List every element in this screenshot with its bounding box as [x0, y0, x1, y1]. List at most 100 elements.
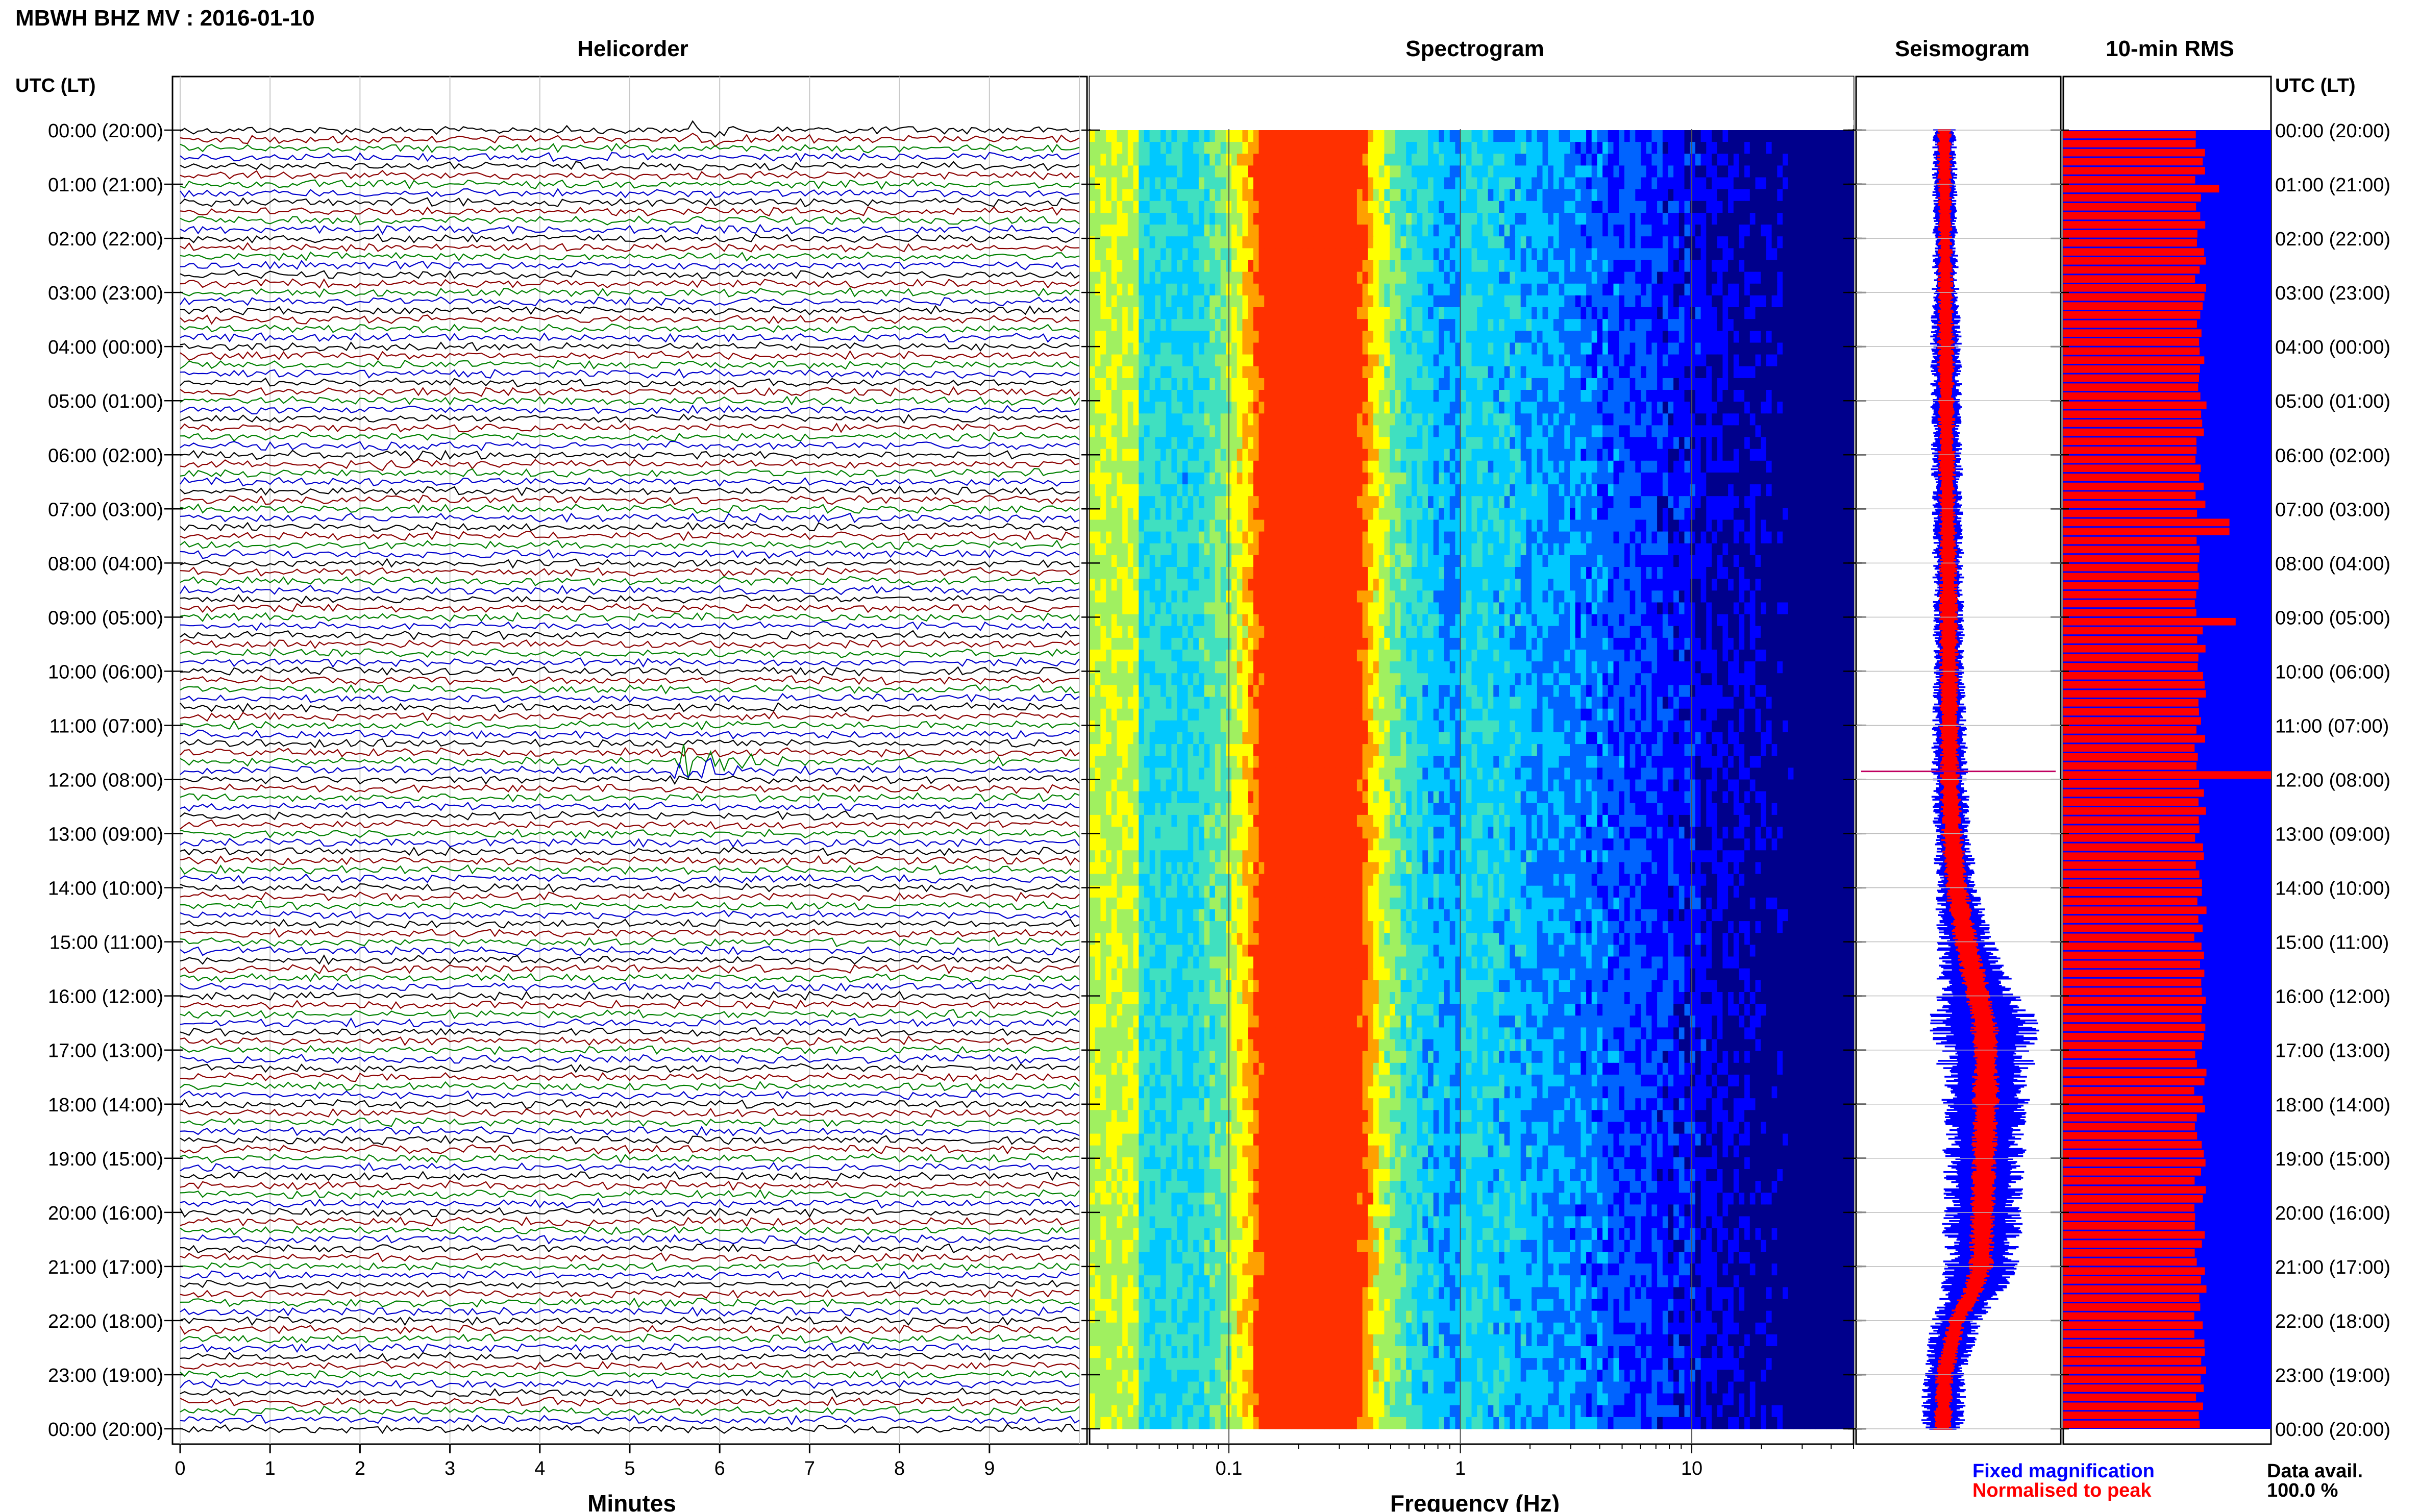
spectrogram-cell [1499, 236, 1505, 249]
spectrogram-cell [1695, 519, 1701, 532]
spectrogram-cell [1537, 142, 1543, 154]
spectrogram-cell [1766, 201, 1772, 213]
helicorder-trace [180, 1161, 1080, 1172]
spectrogram-cell [1499, 225, 1505, 237]
spectrogram-cell [1439, 177, 1445, 190]
spectrogram-cell [1826, 390, 1832, 402]
spectrogram-cell [1641, 283, 1647, 296]
spectrogram-cell [1346, 319, 1352, 332]
spectrogram-cell [1368, 177, 1374, 190]
spectrogram-cell [1362, 248, 1369, 261]
spectrogram-cell [1417, 342, 1423, 355]
spectrogram-cell [1749, 378, 1756, 390]
spectrogram-cell [1297, 248, 1303, 261]
spectrogram-cell [1411, 307, 1418, 319]
spectrogram-cell [1630, 142, 1636, 154]
spectrogram-cell [1559, 413, 1565, 426]
spectrogram-cell [1275, 283, 1281, 296]
spectrogram-cell [1378, 413, 1385, 426]
spectrogram-cell [1411, 473, 1418, 485]
spectrogram-cell [1215, 130, 1221, 142]
spectrogram-cell [1499, 354, 1505, 367]
spectrogram-cell [1793, 402, 1799, 414]
spectrogram-cell [1335, 319, 1341, 332]
spectrogram-cell [1722, 201, 1729, 213]
spectrogram-cell [1646, 307, 1652, 319]
spectrogram-cell [1258, 342, 1265, 355]
spectrogram-cell [1237, 319, 1243, 332]
spectrogram-cell [1810, 413, 1816, 426]
spectrogram-cell [1264, 213, 1270, 225]
spectrogram-cell [1570, 484, 1576, 497]
spectrogram-cell [1297, 402, 1303, 414]
spectrogram-cell [1319, 260, 1325, 272]
spectrogram-cell [1127, 531, 1134, 544]
spectrogram-cell [1313, 154, 1319, 166]
spectrogram-cell [1799, 130, 1805, 142]
helicorder-trace [180, 783, 1080, 794]
spectrogram-cell [1646, 496, 1652, 509]
spectrogram-cell [1324, 201, 1330, 213]
helicorder-trace [180, 603, 1080, 613]
spectrogram-cell [1679, 354, 1685, 367]
spectrogram-cell [1193, 295, 1199, 308]
spectrogram-cell [1679, 236, 1685, 249]
spectrogram-cell [1613, 154, 1619, 166]
spectrogram-cell [1242, 484, 1248, 497]
spectrogram-cell [1657, 307, 1663, 319]
spectrogram-cell [1624, 225, 1631, 237]
spectrogram-cell [1591, 473, 1598, 485]
spectrogram-cell [1428, 130, 1434, 142]
spectrogram-cell [1493, 154, 1499, 166]
spectrogram-cell [1133, 154, 1139, 166]
spectrogram-cell [1400, 437, 1406, 450]
spectrogram-cell [1444, 437, 1450, 450]
spectrogram-cell [1280, 248, 1287, 261]
spectrogram-cell [1739, 271, 1745, 284]
spectrogram-cell [1171, 342, 1177, 355]
spectrogram-cell [1526, 460, 1532, 473]
spectrogram-cell [1302, 402, 1309, 414]
spectrogram-cell [1662, 508, 1669, 520]
spectrogram-cell [1733, 142, 1740, 154]
spectrogram-cell [1444, 413, 1450, 426]
spectrogram-cell [1635, 449, 1641, 461]
spectrogram-cell [1139, 225, 1145, 237]
spectrogram-cell [1307, 354, 1314, 367]
spectrogram-cell [1177, 331, 1183, 343]
spectrogram-cell [1471, 260, 1477, 272]
spectrogram-cell [1608, 225, 1614, 237]
spectrogram-cell [1237, 331, 1243, 343]
spectrogram-cell [1122, 437, 1128, 450]
spectrogram-cell [1602, 331, 1609, 343]
spectrogram-cell [1695, 508, 1701, 520]
spectrogram-cell [1848, 484, 1854, 497]
spectrogram-cell [1749, 484, 1756, 497]
spectrogram-cell [1744, 449, 1750, 461]
spectrogram-cell [1302, 142, 1309, 154]
spectrogram-cell [1406, 201, 1412, 213]
spectrogram-cell [1504, 307, 1511, 319]
spectrogram-cell [1161, 248, 1167, 261]
spectrogram-cell [1428, 225, 1434, 237]
spectrogram-cell [1362, 154, 1369, 166]
spectrogram-cell [1624, 260, 1631, 272]
spectrogram-cell [1117, 248, 1123, 261]
spectrogram-cell [1826, 354, 1832, 367]
spectrogram-cell [1755, 130, 1761, 142]
spectrogram-cell [1581, 496, 1587, 509]
spectrogram-cell [1324, 496, 1330, 509]
spectrogram-cell [1449, 295, 1456, 308]
spectrogram-cell [1488, 154, 1494, 166]
spectrogram-cell [1733, 295, 1740, 308]
helicorder-trace [180, 936, 1080, 948]
helicorder-xtick-label: 9 [984, 1458, 995, 1479]
spectrogram-cell [1826, 271, 1832, 284]
spectrogram-cell [1133, 519, 1139, 532]
spectrogram-cell [1564, 154, 1570, 166]
spectrogram-cell [1482, 248, 1489, 261]
spectrogram-cell [1155, 425, 1161, 438]
spectrogram-cell [1340, 248, 1347, 261]
spectrogram-cell [1161, 260, 1167, 272]
helicorder-trace [180, 169, 1080, 181]
